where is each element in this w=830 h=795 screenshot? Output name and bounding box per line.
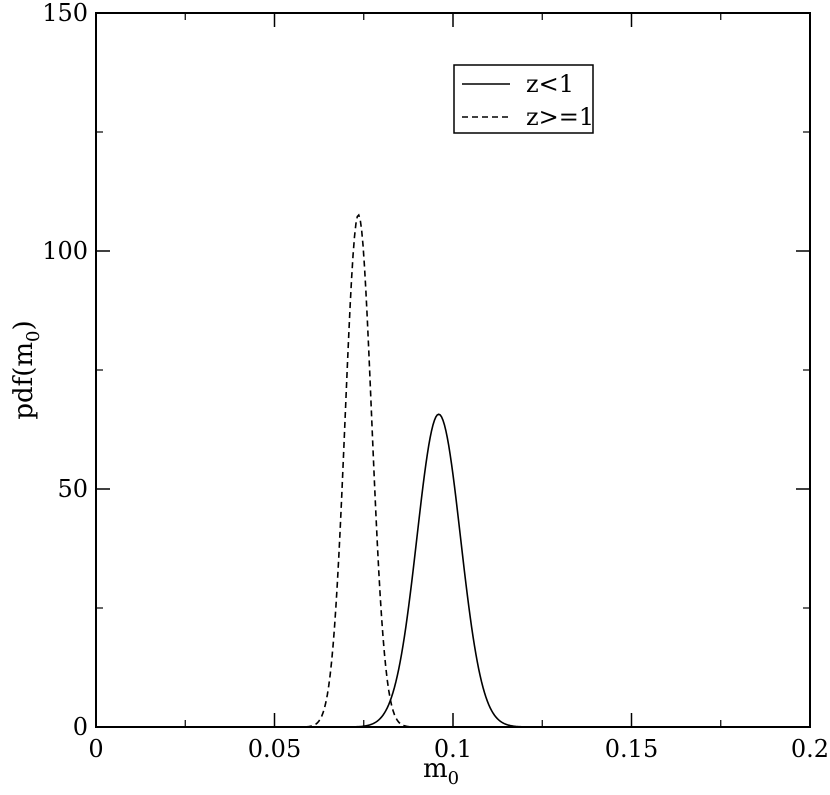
x-tick-label: 0.05 <box>248 735 301 763</box>
y-axis-label: pdf(m0) <box>9 320 44 419</box>
minor-ticks <box>96 13 810 727</box>
tick-labels: 0 0.05 0.1 0.15 0.2 0 50 100 150 <box>42 0 829 763</box>
y-tick-label: 100 <box>42 237 88 265</box>
series-layer <box>96 213 810 728</box>
legend-box <box>453 64 594 134</box>
y-tick-label: 150 <box>42 0 88 27</box>
plot-frame <box>95 12 811 728</box>
x-tick-label: 0.1 <box>434 735 472 763</box>
x-tick-label: 0.15 <box>605 735 658 763</box>
legend-label-dashed: z>=1 <box>526 103 594 131</box>
x-axis-label: m0 <box>423 754 459 789</box>
y-tick-label: 50 <box>57 475 88 503</box>
major-ticks <box>95 12 811 728</box>
legend: z<1 z>=1 <box>453 64 594 134</box>
legend-label-solid: z<1 <box>526 70 574 98</box>
x-tick-label: 0.2 <box>791 735 829 763</box>
series-line-z-lt-1 <box>96 413 810 728</box>
x-tick-label: 0 <box>88 735 103 763</box>
y-tick-label: 0 <box>73 713 88 741</box>
